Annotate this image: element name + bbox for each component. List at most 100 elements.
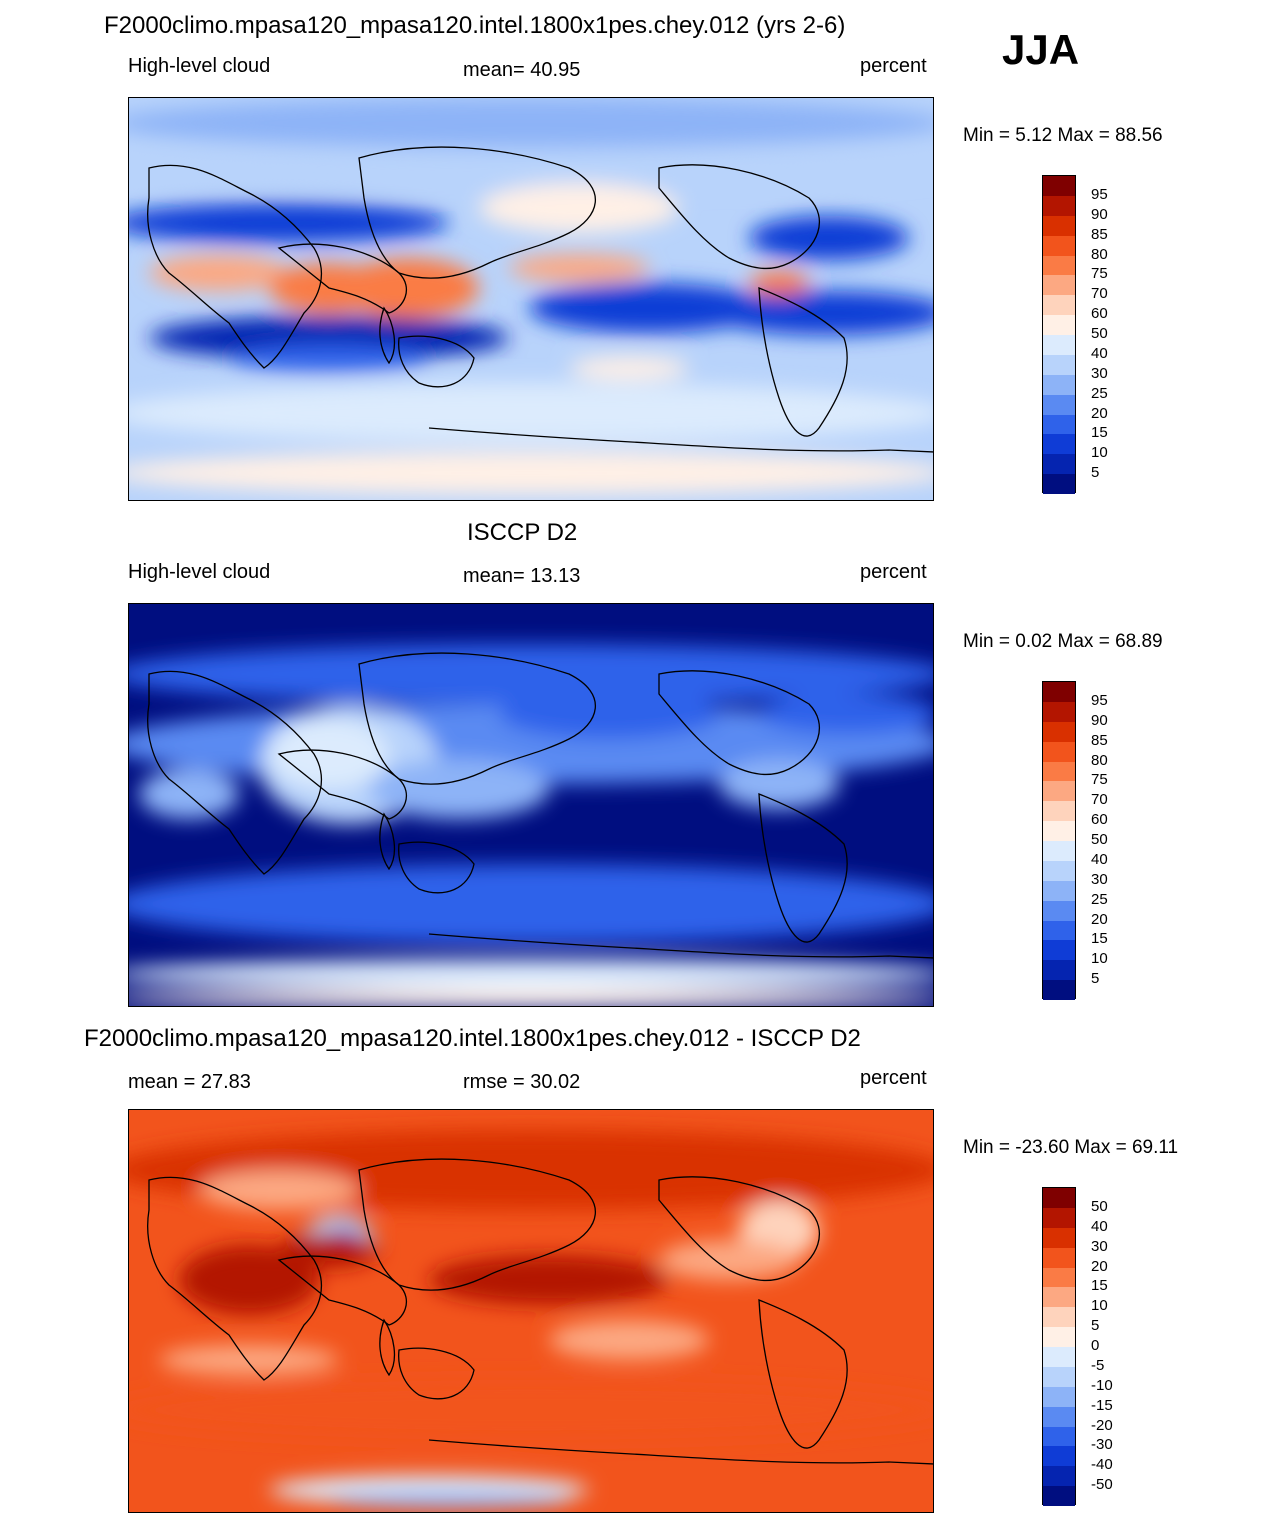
colorbar-segment bbox=[1043, 414, 1075, 435]
field-region bbox=[269, 719, 389, 789]
panel-3-rmse-label: rmse = 30.02 bbox=[463, 1071, 581, 1093]
colorbar-segment bbox=[1043, 1287, 1075, 1308]
panel-2-colorbar bbox=[1042, 681, 1076, 1000]
field-region bbox=[129, 989, 933, 1006]
colorbar-segment bbox=[1043, 1188, 1075, 1208]
colorbar-segment bbox=[1043, 176, 1075, 196]
field-region bbox=[129, 644, 933, 704]
colorbar-tick-label: 20 bbox=[1091, 910, 1108, 928]
coastline bbox=[758, 1299, 848, 1449]
coastline bbox=[358, 1158, 597, 1291]
colorbar-segment bbox=[1043, 1247, 1075, 1268]
field-region bbox=[129, 451, 933, 495]
coastline bbox=[379, 812, 396, 871]
field-region bbox=[129, 203, 449, 243]
coastline bbox=[428, 933, 933, 959]
colorbar-segment bbox=[1043, 354, 1075, 375]
colorbar-tick-label: 80 bbox=[1091, 245, 1108, 263]
colorbar-segment bbox=[1043, 195, 1075, 216]
colorbar-tick-label: 5 bbox=[1091, 1317, 1100, 1335]
field-region bbox=[759, 694, 933, 734]
colorbar-tick-label: 5 bbox=[1091, 970, 1100, 988]
colorbar-segment bbox=[1043, 841, 1075, 861]
panel-2-title: ISCCP D2 bbox=[467, 519, 578, 546]
colorbar-tick-label: 85 bbox=[1091, 225, 1108, 243]
coastline bbox=[358, 652, 597, 785]
colorbar-segment bbox=[1043, 1327, 1075, 1347]
colorbar-segment bbox=[1043, 721, 1075, 742]
colorbar-tick-label: 15 bbox=[1091, 930, 1108, 948]
colorbar-segment bbox=[1043, 682, 1075, 702]
colorbar-tick-label: 90 bbox=[1091, 711, 1108, 729]
field-region bbox=[179, 1245, 319, 1315]
field-region bbox=[719, 759, 839, 809]
colorbar-segment bbox=[1043, 1366, 1075, 1387]
colorbar-segment bbox=[1043, 454, 1075, 475]
colorbar-tick-label: 20 bbox=[1091, 1257, 1108, 1275]
colorbar-segment bbox=[1043, 1406, 1075, 1427]
colorbar-segment bbox=[1043, 1486, 1075, 1506]
colorbar-segment bbox=[1043, 295, 1075, 316]
field-region bbox=[329, 1492, 569, 1508]
colorbar-tick-label: 60 bbox=[1091, 305, 1108, 323]
colorbar-tick-label: -5 bbox=[1091, 1356, 1105, 1374]
colorbar-tick-label: 95 bbox=[1091, 185, 1108, 203]
colorbar-tick-label: 90 bbox=[1091, 205, 1108, 223]
coastline bbox=[398, 1347, 475, 1400]
field-region bbox=[129, 148, 933, 188]
colorbar-segment bbox=[1043, 900, 1075, 921]
field-region bbox=[139, 769, 239, 819]
panel-1-minmax: Min = 5.12 Max = 88.56 bbox=[963, 125, 1163, 146]
colorbar-segment bbox=[1043, 940, 1075, 961]
colorbar-tick-label: 40 bbox=[1091, 850, 1108, 868]
field-region bbox=[429, 1255, 669, 1305]
colorbar-segment bbox=[1043, 374, 1075, 395]
colorbar-segment bbox=[1043, 1466, 1075, 1487]
colorbar-tick-label: 5 bbox=[1091, 464, 1100, 482]
coastline bbox=[379, 1318, 396, 1377]
panel-1-colorbar bbox=[1042, 175, 1076, 494]
colorbar-tick-label: 60 bbox=[1091, 811, 1108, 829]
season-label: JJA bbox=[1002, 26, 1080, 73]
colorbar-segment bbox=[1043, 801, 1075, 822]
colorbar-tick-label: 15 bbox=[1091, 1277, 1108, 1295]
coastline bbox=[658, 164, 820, 270]
field-region bbox=[369, 759, 549, 819]
colorbar-tick-label: 30 bbox=[1091, 364, 1108, 382]
colorbar-segment bbox=[1043, 474, 1075, 494]
field-region bbox=[339, 258, 479, 318]
field-region bbox=[499, 689, 719, 739]
colorbar-tick-label: 10 bbox=[1091, 444, 1108, 462]
colorbar-segment bbox=[1043, 701, 1075, 722]
colorbar-segment bbox=[1043, 860, 1075, 881]
contour-field bbox=[129, 604, 933, 1006]
colorbar-tick-label: 0 bbox=[1091, 1337, 1100, 1354]
colorbar-segment bbox=[1043, 235, 1075, 256]
colorbar-tick-label: 85 bbox=[1091, 731, 1108, 749]
field-region bbox=[749, 271, 809, 295]
colorbar-tick-label: 50 bbox=[1091, 325, 1108, 342]
field-region bbox=[129, 864, 933, 944]
field-region bbox=[279, 1232, 379, 1268]
coastline bbox=[398, 841, 475, 894]
colorbar-tick-label: 50 bbox=[1091, 1197, 1108, 1215]
field-region bbox=[129, 959, 933, 989]
coastline bbox=[398, 335, 475, 388]
colorbar-tick-label: 40 bbox=[1091, 344, 1108, 362]
colorbar-segment bbox=[1043, 741, 1075, 762]
contour-field bbox=[129, 98, 933, 500]
panel-3-minmax: Min = -23.60 Max = 69.11 bbox=[963, 1137, 1179, 1158]
panel-2-map bbox=[128, 603, 934, 1007]
panel-2-variable-label: High-level cloud bbox=[128, 561, 271, 583]
panel-2-mean-label: mean= 13.13 bbox=[463, 565, 581, 587]
colorbar-segment bbox=[1043, 315, 1075, 335]
coastline bbox=[658, 670, 820, 776]
panel-2-minmax: Min = 0.02 Max = 68.89 bbox=[963, 631, 1163, 652]
colorbar-tick-label: 20 bbox=[1091, 404, 1108, 422]
colorbar-segment bbox=[1043, 761, 1075, 782]
colorbar-segment bbox=[1043, 394, 1075, 415]
colorbar-segment bbox=[1043, 1207, 1075, 1228]
colorbar-segment bbox=[1043, 275, 1075, 296]
field-region bbox=[529, 283, 769, 333]
colorbar-tick-label: 40 bbox=[1091, 1217, 1108, 1235]
